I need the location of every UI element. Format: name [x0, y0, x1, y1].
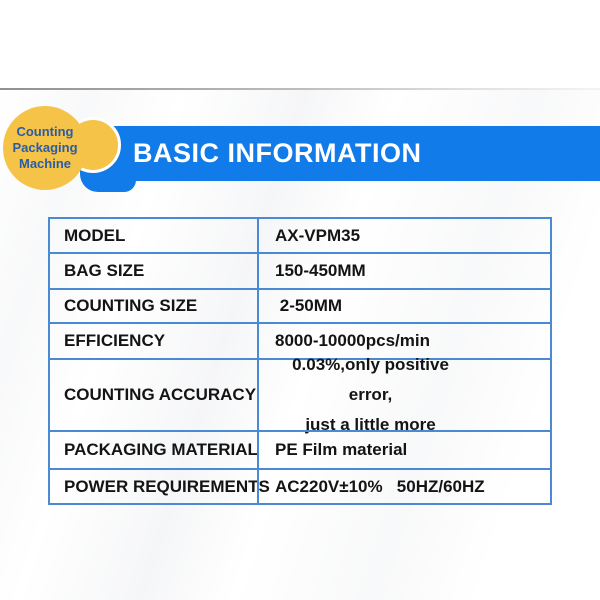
- table-row: MODEL AX-VPM35: [50, 219, 550, 252]
- table-row: COUNTING ACCURACY 0.03%,only positive er…: [50, 355, 550, 434]
- spec-label: COUNTING ACCURACY: [64, 385, 257, 404]
- spec-value: 150-450MM: [257, 254, 550, 288]
- spec-label: BAG SIZE: [64, 261, 145, 280]
- spec-value: PE Film material: [257, 432, 550, 468]
- table-row: PACKAGING MATERIAL PE Film material: [50, 430, 550, 468]
- spec-value-line2: just a little more: [305, 415, 436, 434]
- product-badge: Counting Packaging Machine: [3, 106, 87, 190]
- table-row: POWER REQUIREMENTS AC220V±10% 50HZ/60HZ: [50, 468, 550, 503]
- table-row: EFFICIENCY 8000-10000pcs/min: [50, 322, 550, 358]
- badge-text-line: Counting: [16, 124, 74, 139]
- spec-value: 2-50MM: [257, 290, 550, 322]
- spec-label: MODEL: [64, 225, 126, 245]
- section-header-banner: BASIC INFORMATION: [97, 126, 600, 181]
- spec-label: POWER REQUIREMENTS: [64, 476, 270, 496]
- table-row: COUNTING SIZE 2-50MM: [50, 288, 550, 322]
- spec-value: 0.03%,only positive error, just a little…: [257, 355, 550, 434]
- spec-table: MODEL AX-VPM35 BAG SIZE 150-450MM COUNTI…: [48, 217, 552, 505]
- spec-label: PACKAGING MATERIAL: [64, 440, 258, 459]
- badge-text-line: Machine: [18, 156, 71, 171]
- table-row: BAG SIZE 150-450MM: [50, 252, 550, 288]
- spec-value: AC220V±10% 50HZ/60HZ: [257, 470, 550, 503]
- spec-label: EFFICIENCY: [64, 331, 166, 350]
- spec-value: AX-VPM35: [257, 219, 550, 252]
- section-title: BASIC INFORMATION: [133, 138, 422, 168]
- spec-label: COUNTING SIZE: [64, 296, 198, 315]
- spec-value-line1: 0.03%,only positive error,: [292, 355, 454, 404]
- spec-value: 8000-10000pcs/min: [257, 324, 550, 358]
- page-divider-line: [0, 88, 600, 90]
- badge-text-line: Packaging: [12, 140, 78, 155]
